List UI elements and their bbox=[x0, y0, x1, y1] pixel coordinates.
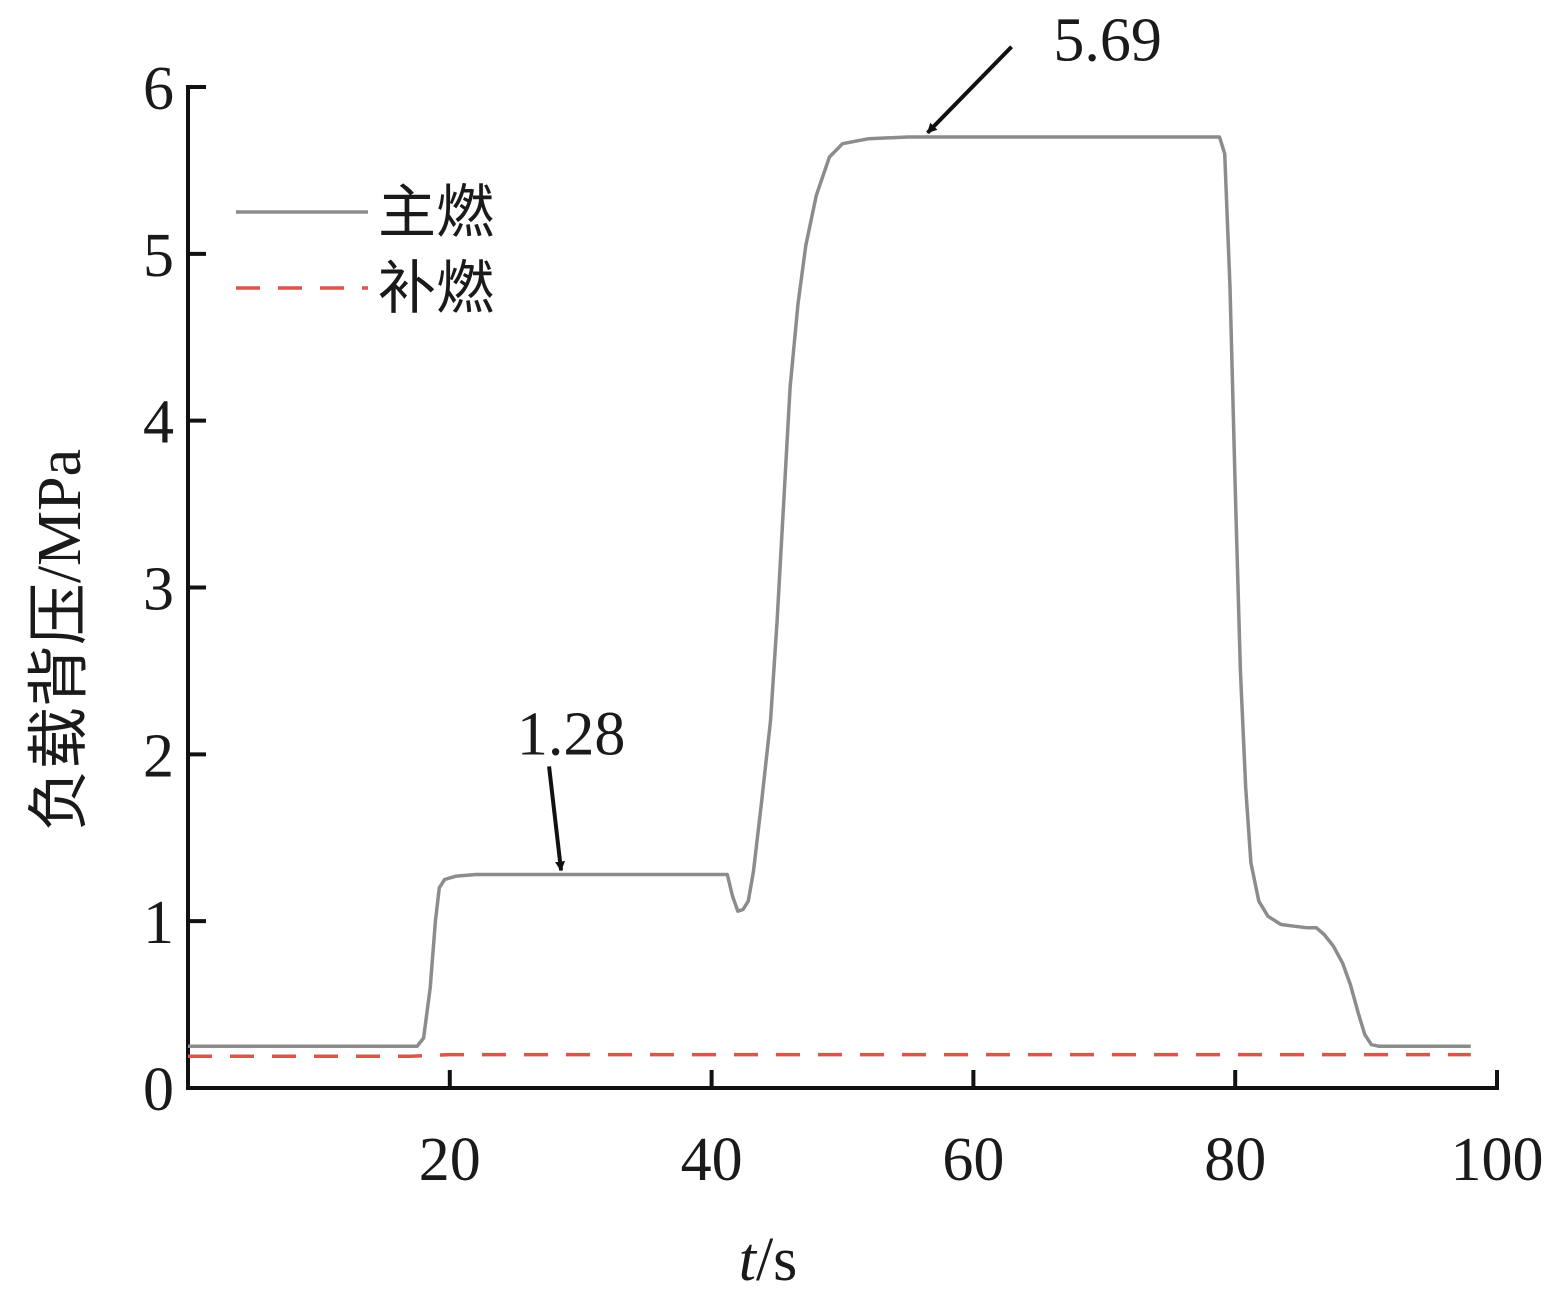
legend-label-1: 主燃 bbox=[378, 178, 494, 246]
x-tick-label: 100 bbox=[1451, 1126, 1544, 1194]
annotation-arrow-2 bbox=[926, 45, 1014, 135]
series-line-2 bbox=[188, 1052, 1471, 1059]
axis-titles: t/s 负载背压/MPa bbox=[26, 449, 797, 1294]
x-axis-title-unit: /s bbox=[756, 1226, 797, 1294]
annotations: 1.28 5.69 bbox=[517, 7, 1162, 872]
plot-area bbox=[188, 135, 1471, 1059]
x-tick-label: 20 bbox=[419, 1126, 481, 1194]
legend-label-2: 补燃 bbox=[378, 254, 494, 322]
annotation-label-1: 1.28 bbox=[517, 700, 626, 768]
y-tick-label: 3 bbox=[143, 556, 174, 624]
axes: 0 1 2 3 4 5 6 20 40 60 80 100 bbox=[143, 55, 1544, 1194]
x-tick-label: 40 bbox=[681, 1126, 743, 1194]
x-axis-title-var: t bbox=[739, 1226, 758, 1294]
series-line-1 bbox=[188, 135, 1471, 1049]
x-axis-title: t/s bbox=[739, 1226, 798, 1294]
annotation-arrow-1 bbox=[547, 766, 566, 872]
y-tick-label: 0 bbox=[143, 1056, 174, 1124]
x-tick-label: 80 bbox=[1204, 1126, 1266, 1194]
y-tick-label: 2 bbox=[143, 722, 174, 790]
y-axis-title: 负载背压/MPa bbox=[26, 449, 94, 831]
y-tick-label: 6 bbox=[143, 55, 174, 123]
y-tick-label: 4 bbox=[143, 389, 174, 457]
y-tick-label: 5 bbox=[143, 222, 174, 290]
y-tick-label: 1 bbox=[143, 889, 174, 957]
x-tick-label: 60 bbox=[942, 1126, 1004, 1194]
annotation-label-2: 5.69 bbox=[1053, 7, 1162, 75]
